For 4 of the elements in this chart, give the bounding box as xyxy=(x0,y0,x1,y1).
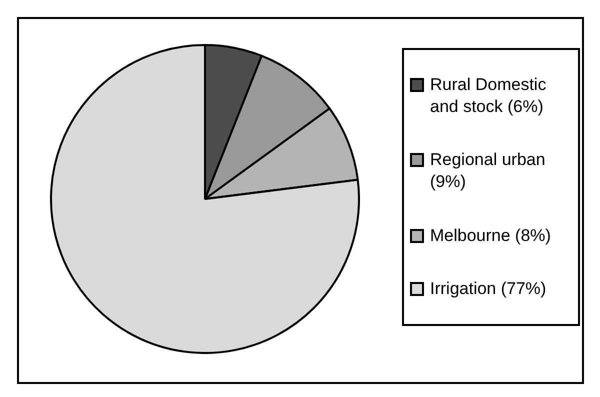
legend-label: Irrigation (77%) xyxy=(430,278,546,300)
legend-label: Melbourne (8%) xyxy=(430,224,551,247)
legend-label: Rural Domestic and stock (6%) xyxy=(430,74,548,118)
legend-label: Regional urban (9%) xyxy=(430,149,546,194)
